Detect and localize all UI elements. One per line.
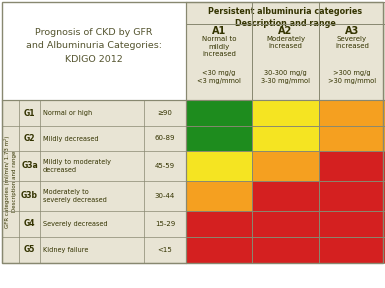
Bar <box>252 100 319 126</box>
Bar <box>319 151 385 181</box>
Bar <box>252 237 319 263</box>
Text: ≥90: ≥90 <box>157 110 172 116</box>
Text: A2: A2 <box>278 26 293 36</box>
Bar <box>186 211 252 237</box>
Text: G1: G1 <box>24 109 35 118</box>
Bar <box>319 100 385 126</box>
Text: Mildly to moderately
decreased: Mildly to moderately decreased <box>43 159 111 173</box>
Bar <box>319 126 385 151</box>
Text: 30-300 mg/g
3-30 mg/mmol: 30-300 mg/g 3-30 mg/mmol <box>261 70 310 84</box>
Bar <box>252 151 319 181</box>
Text: Persistent albuminuria categories
Description and range: Persistent albuminuria categories Descri… <box>208 7 363 29</box>
Text: Normal or high: Normal or high <box>43 110 92 116</box>
Bar <box>186 2 385 100</box>
Bar <box>252 211 319 237</box>
Bar <box>319 237 385 263</box>
Bar <box>252 126 319 151</box>
Text: Severely decreased: Severely decreased <box>43 221 108 227</box>
Text: 45-59: 45-59 <box>155 163 175 169</box>
Text: <15: <15 <box>157 247 172 253</box>
Text: A3: A3 <box>345 26 359 36</box>
Text: Mildly decreased: Mildly decreased <box>43 135 99 141</box>
Text: Moderately
increased: Moderately increased <box>266 36 305 50</box>
Text: 15-29: 15-29 <box>155 221 175 227</box>
Text: G3a: G3a <box>21 162 38 170</box>
Bar <box>252 181 319 211</box>
Bar <box>319 211 385 237</box>
Bar <box>186 181 252 211</box>
Text: Moderately to
severely decreased: Moderately to severely decreased <box>43 190 107 203</box>
Text: Kidney failure: Kidney failure <box>43 247 89 253</box>
Text: Severely
increased: Severely increased <box>335 36 369 50</box>
Text: A1: A1 <box>212 26 226 36</box>
Text: GFR categories (ml/min/ 1.73 m²)
Description and range: GFR categories (ml/min/ 1.73 m²) Descrip… <box>4 135 17 228</box>
Bar <box>186 100 252 126</box>
Text: G4: G4 <box>24 219 35 228</box>
Bar <box>2 100 186 263</box>
Text: G5: G5 <box>24 245 35 255</box>
Bar <box>186 126 252 151</box>
Text: Normal to
mildly
increased: Normal to mildly increased <box>202 36 236 57</box>
Bar <box>186 151 252 181</box>
Text: >300 mg/g
>30 mg/mmol: >300 mg/g >30 mg/mmol <box>328 70 376 84</box>
Text: 30-44: 30-44 <box>155 193 175 199</box>
Text: G2: G2 <box>24 134 35 143</box>
Bar <box>186 237 252 263</box>
Text: G3b: G3b <box>21 192 38 200</box>
Text: 60-89: 60-89 <box>155 135 175 141</box>
Text: Prognosis of CKD by GFR
and Albuminuria Categories:
KDIGO 2012: Prognosis of CKD by GFR and Albuminuria … <box>26 28 162 65</box>
Text: <30 mg/g
<3 mg/mmol: <30 mg/g <3 mg/mmol <box>197 70 241 84</box>
Bar <box>319 181 385 211</box>
